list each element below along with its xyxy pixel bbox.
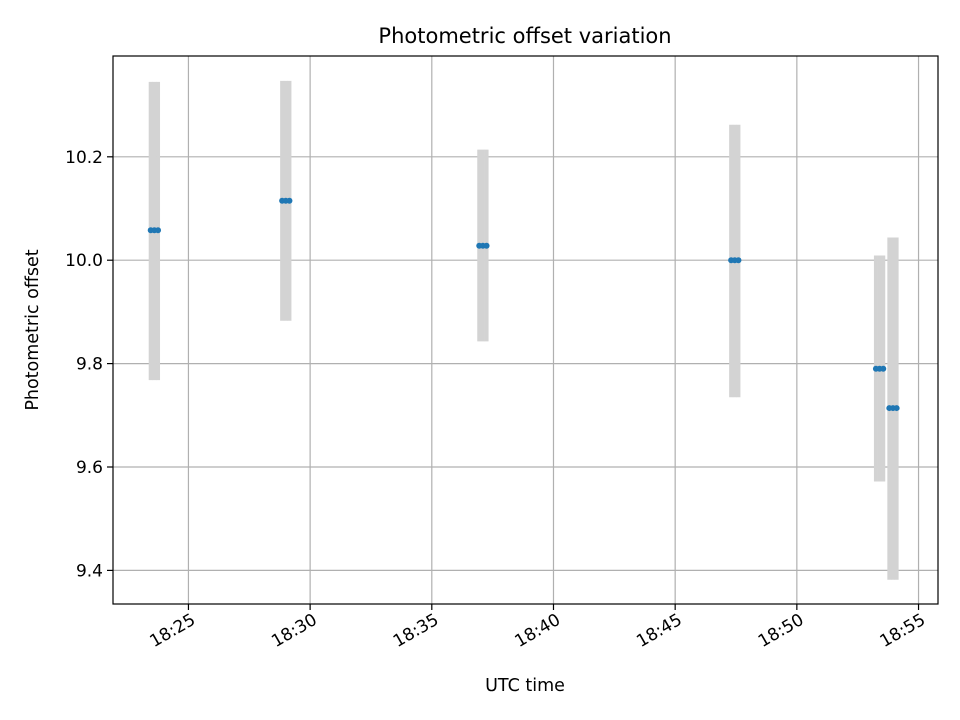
plot-frame — [112, 55, 939, 605]
y-axis-label: Photometric offset — [23, 249, 43, 410]
y-axis: 9.4 9.6 9.8 10.0 10.2 — [65, 148, 113, 581]
y-tick-label: 9.6 — [76, 458, 103, 478]
chart-title: Photometric offset variation — [378, 24, 671, 48]
grid — [113, 56, 938, 604]
data-point — [286, 197, 293, 204]
y-tick-label: 9.4 — [76, 561, 103, 581]
data-point — [893, 405, 900, 412]
data-point — [483, 242, 490, 249]
data-points — [147, 197, 900, 412]
x-axis-label: UTC time — [485, 676, 565, 696]
data-point — [880, 365, 887, 372]
y-tick-label: 10.0 — [65, 251, 103, 271]
y-tick-label: 10.2 — [65, 148, 103, 168]
y-tick-label: 9.8 — [76, 355, 103, 375]
data-point — [155, 227, 162, 234]
data-point — [735, 257, 742, 264]
